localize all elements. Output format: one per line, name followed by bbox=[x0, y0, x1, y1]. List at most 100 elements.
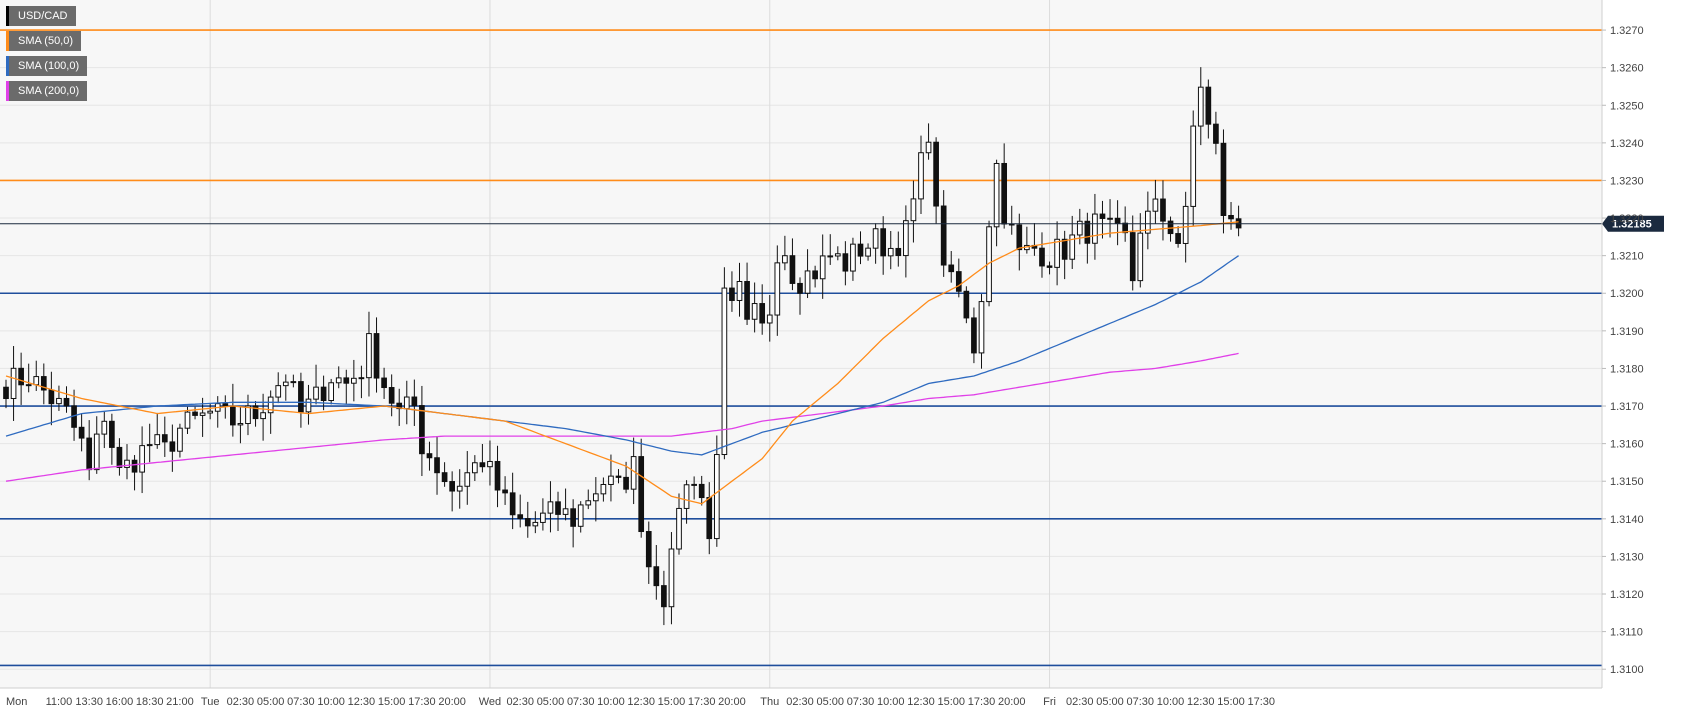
candle-bearish bbox=[18, 367, 24, 386]
y-tick-label: 1.3270 bbox=[1610, 25, 1644, 37]
candle-bearish bbox=[948, 264, 955, 273]
candle-bullish bbox=[774, 262, 781, 316]
candle-bullish bbox=[184, 411, 191, 429]
candle-bearish bbox=[426, 453, 433, 459]
candle-bearish bbox=[222, 403, 229, 407]
candle-bearish bbox=[698, 483, 705, 499]
candle-bearish bbox=[880, 228, 887, 257]
candle-bullish bbox=[585, 500, 592, 506]
y-tick-label: 1.3210 bbox=[1610, 251, 1644, 263]
legend-item-usdcad[interactable]: USD/CAD bbox=[6, 6, 87, 26]
x-tick-label: 17:30 bbox=[1248, 696, 1276, 708]
candle-bullish bbox=[872, 228, 879, 249]
x-tick-label: Tue bbox=[201, 696, 220, 708]
x-tick-label: Wed bbox=[479, 696, 501, 708]
x-tick-label: 15:00 bbox=[658, 696, 686, 708]
candle-bearish bbox=[1114, 217, 1121, 224]
candle-bearish bbox=[1061, 238, 1068, 260]
candle-bearish bbox=[78, 426, 85, 439]
candle-bullish bbox=[766, 314, 773, 324]
candle-bearish bbox=[797, 282, 803, 294]
legend-item-sma-50[interactable]: SMA (50,0) bbox=[6, 31, 87, 51]
candle-bearish bbox=[812, 270, 818, 280]
candle-bearish bbox=[615, 475, 622, 478]
candle-bullish bbox=[260, 412, 266, 420]
x-tick-label: 05:00 bbox=[257, 696, 285, 708]
candle-bullish bbox=[177, 427, 183, 452]
candle-bullish bbox=[1145, 210, 1151, 234]
candle-bullish bbox=[207, 410, 214, 414]
candle-bearish bbox=[343, 377, 350, 384]
candle-bullish bbox=[358, 377, 365, 380]
sma-200-line bbox=[5, 352, 1239, 482]
candle-bearish bbox=[169, 441, 176, 452]
candle-bullish bbox=[903, 220, 909, 257]
candle-bearish bbox=[48, 389, 55, 405]
sma-100-line bbox=[5, 255, 1239, 456]
candle-bullish bbox=[25, 384, 32, 387]
legend-color-sma-200 bbox=[6, 81, 9, 101]
x-tick-label: Mon bbox=[6, 696, 27, 708]
x-tick-label: 17:30 bbox=[688, 696, 716, 708]
candle-bullish bbox=[592, 493, 599, 502]
x-tick-label: 10:00 bbox=[1157, 696, 1185, 708]
candle-bearish bbox=[509, 492, 516, 516]
candle-bullish bbox=[668, 548, 675, 608]
x-tick-label: 20:00 bbox=[998, 696, 1026, 708]
plot-background bbox=[0, 0, 1602, 688]
y-tick-label: 1.3120 bbox=[1610, 589, 1644, 601]
candle-bearish bbox=[1016, 224, 1023, 251]
y-tick-label: 1.3170 bbox=[1610, 401, 1644, 413]
candle-bearish bbox=[411, 396, 418, 407]
candle-bullish bbox=[366, 333, 372, 379]
x-tick-label: 10:00 bbox=[317, 696, 345, 708]
legend-item-sma-200[interactable]: SMA (200,0) bbox=[6, 81, 88, 101]
legend-item-sma-100[interactable]: SMA (100,0) bbox=[6, 56, 88, 76]
candle-bullish bbox=[282, 381, 289, 387]
candle-bullish bbox=[676, 507, 682, 550]
y-tick-label: 1.3260 bbox=[1610, 63, 1644, 75]
legend-color-usdcad bbox=[6, 6, 9, 26]
x-tick-label: 15:00 bbox=[378, 696, 406, 708]
candle-bullish bbox=[33, 376, 40, 386]
candle-bullish bbox=[464, 472, 471, 487]
candle-bullish bbox=[547, 501, 554, 514]
candle-bullish bbox=[471, 462, 478, 474]
candle-bearish bbox=[653, 566, 660, 587]
candle-bearish bbox=[388, 387, 395, 404]
candle-bearish bbox=[895, 247, 902, 257]
candle-bullish bbox=[146, 444, 153, 447]
candle-bullish bbox=[978, 301, 985, 354]
candlesticks bbox=[3, 67, 1242, 626]
candle-bearish bbox=[759, 303, 766, 324]
x-tick-label: 10:00 bbox=[597, 696, 625, 708]
candle-bearish bbox=[661, 585, 667, 608]
legend-label: SMA (50,0) bbox=[6, 31, 82, 51]
y-tick-label: 1.3100 bbox=[1610, 664, 1644, 676]
candle-bullish bbox=[487, 460, 493, 468]
candle-bullish bbox=[819, 255, 826, 280]
x-tick-label: 12:30 bbox=[348, 696, 376, 708]
candle-bearish bbox=[963, 290, 970, 319]
candle-bullish bbox=[154, 434, 161, 446]
x-tick-label: 11:00 bbox=[46, 696, 73, 708]
candle-bullish bbox=[1107, 217, 1113, 220]
candle-bullish bbox=[691, 483, 697, 486]
candle-bearish bbox=[789, 255, 796, 284]
x-tick-label: 05:00 bbox=[537, 696, 565, 708]
y-tick-label: 1.3220 bbox=[1610, 213, 1644, 225]
x-tick-label: 07:30 bbox=[847, 696, 875, 708]
candle-bearish bbox=[1228, 214, 1234, 220]
y-tick-label: 1.3140 bbox=[1610, 514, 1644, 526]
y-tick-label: 1.3180 bbox=[1610, 363, 1644, 375]
y-tick-label: 1.3250 bbox=[1610, 100, 1644, 112]
candle-bullish bbox=[865, 247, 871, 257]
x-tick-label: 15:00 bbox=[1217, 696, 1245, 708]
x-tick-label: Thu bbox=[760, 696, 779, 708]
candle-bearish bbox=[396, 402, 403, 410]
candle-bearish bbox=[449, 481, 455, 492]
candle-bullish bbox=[925, 141, 932, 154]
y-axis-labels: 1.3100 1.3110 1.3120 1.3130 1.3140 1.3150 1.31… bbox=[1602, 25, 1644, 676]
candle-bullish bbox=[600, 483, 607, 495]
candle-bearish bbox=[109, 420, 115, 448]
